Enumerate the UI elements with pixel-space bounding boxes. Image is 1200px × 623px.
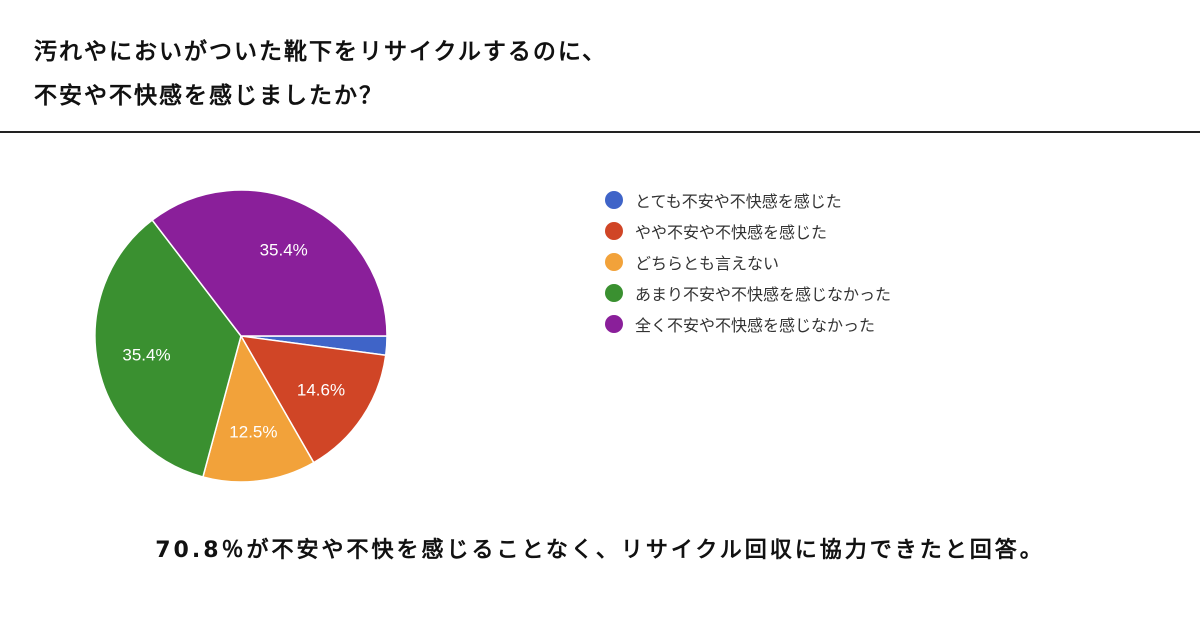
legend-item-not-at-all-uneasy: 全く不安や不快感を感じなかった [605, 308, 891, 339]
pie-data-labels: 14.6% 12.5% 35.4% 35.4% [122, 241, 345, 442]
legend-item-not-very-uneasy: あまり不安や不快感を感じなかった [605, 277, 891, 308]
legend-label: 全く不安や不快感を感じなかった [635, 315, 876, 335]
legend-item-somewhat-uneasy: やや不安や不快感を感じた [605, 215, 891, 246]
legend-label: やや不安や不快感を感じた [635, 222, 828, 242]
slice-not-very-uneasy [94, 219, 242, 478]
data-label: 14.6% [297, 381, 345, 400]
legend-swatch [605, 314, 623, 333]
slice-somewhat-uneasy [239, 335, 387, 464]
conclusion-text: 70.8％が不安や不快を感じることなく、リサイクル回収に協力できたと回答。 [155, 538, 1045, 563]
legend-swatch [605, 221, 623, 240]
legend-item-very-uneasy: とても不安や不快感を感じた [605, 184, 891, 215]
legend-label: どちらとも言えない [635, 253, 780, 273]
legend-item-neutral: どちらとも言えない [605, 246, 891, 277]
data-label: 12.5% [229, 423, 277, 442]
slice-not-at-all-uneasy [151, 189, 388, 337]
pie-slices [94, 189, 388, 483]
data-label: 35.4% [260, 241, 308, 260]
chart-legend: とても不安や不快感を感じた やや不安や不快感を感じた どちらとも言えない あまり… [605, 184, 891, 339]
legend-label: とても不安や不快感を感じた [635, 191, 842, 211]
slice-neutral [202, 334, 315, 483]
question-line-2: 不安や不快感を感じましたか？ [34, 83, 384, 109]
survey-question: 汚れやにおいがついた靴下をリサイクルするのに、 不安や不快感を感じましたか？ [34, 30, 607, 118]
header-divider [0, 131, 1200, 133]
legend-swatch [605, 252, 623, 271]
legend-swatch [605, 283, 623, 302]
legend-swatch [605, 190, 623, 209]
legend-label: あまり不安や不快感を感じなかった [635, 284, 892, 304]
data-label: 35.4% [122, 346, 170, 365]
question-line-1: 汚れやにおいがついた靴下をリサイクルするのに、 [34, 39, 608, 65]
